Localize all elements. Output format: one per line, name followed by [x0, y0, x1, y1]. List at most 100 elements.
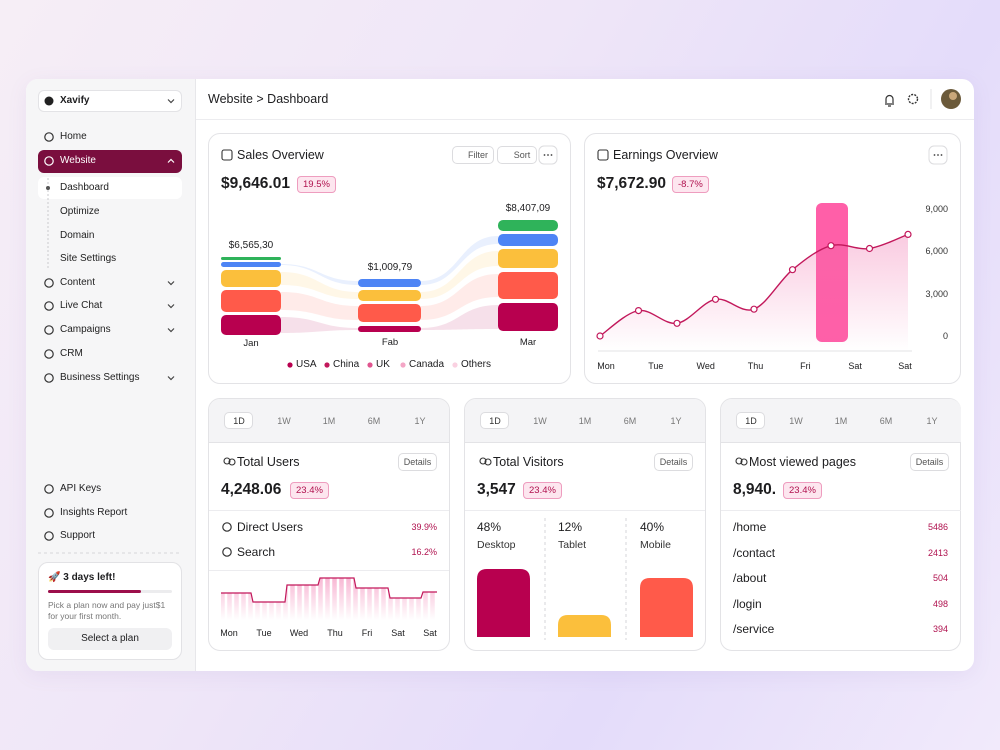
device-bar	[640, 578, 693, 637]
icon	[44, 278, 54, 288]
nav-item[interactable]: API Keys	[60, 483, 102, 494]
icon	[44, 484, 54, 494]
tab: 1D	[233, 416, 245, 426]
device-label: Tablet	[558, 539, 587, 551]
nav-item[interactable]: Domain	[60, 230, 95, 241]
x-tick-label: Sat	[423, 628, 437, 638]
bar-segment	[358, 290, 421, 301]
metric-label: Search	[237, 545, 276, 559]
bar-total: $8,407,09	[505, 203, 551, 214]
tab: 1M	[578, 416, 592, 426]
bar-segment	[498, 272, 558, 299]
bar-segment	[498, 220, 558, 231]
button[interactable]: Sort	[497, 146, 537, 164]
nav-item[interactable]: Campaigns	[60, 324, 111, 335]
title-icon	[479, 457, 487, 465]
chevron	[167, 328, 175, 333]
nav-sub-active[interactable]	[38, 177, 182, 199]
page-views: 498	[932, 599, 948, 609]
title-icon	[228, 458, 236, 466]
tab: 1W	[533, 416, 547, 426]
legend-swatch	[452, 362, 458, 368]
tab-active[interactable]	[224, 412, 253, 429]
nav-item[interactable]: Live Chat	[60, 300, 103, 311]
card-title: Earnings Overview	[613, 148, 718, 162]
point	[634, 307, 643, 315]
icon	[222, 547, 232, 557]
bar-label: Fab	[381, 337, 399, 348]
spark-line	[221, 577, 437, 603]
tab: 1D	[489, 416, 501, 426]
nav-item[interactable]: Dashboard	[60, 182, 109, 193]
icon	[44, 301, 54, 311]
nav-item[interactable]: CRM	[60, 348, 83, 359]
bar-segment	[498, 249, 558, 268]
nav-item[interactable]: Website	[60, 155, 96, 166]
dot	[937, 154, 939, 156]
nav-item[interactable]: Insights Report	[60, 507, 128, 518]
chevron	[167, 376, 175, 381]
flow-ribbon	[281, 264, 358, 285]
nav-item[interactable]: Site Settings	[60, 253, 117, 264]
bar-segment	[358, 304, 421, 322]
title-icon	[740, 458, 748, 466]
flow-ribbon	[281, 272, 358, 299]
icon	[44, 325, 54, 335]
bar-segment	[221, 270, 281, 287]
x-tick-label: Thu	[747, 361, 764, 371]
nav-item[interactable]: Support	[60, 530, 96, 541]
flow-ribbon	[421, 305, 498, 330]
chevron	[167, 158, 175, 163]
flow-ribbon	[421, 251, 498, 299]
page-views: 504	[932, 573, 948, 583]
tab: 1Y	[414, 416, 426, 426]
nav-item[interactable]: Home	[60, 131, 87, 142]
bar-segment	[221, 315, 281, 335]
tab: 6M	[879, 416, 893, 426]
tab-active[interactable]	[480, 412, 509, 429]
x-tick-label: Mon	[597, 361, 615, 371]
page-path: /about	[733, 571, 767, 585]
nav-item[interactable]: Optimize	[60, 206, 100, 217]
x-tick-label: Sat	[848, 361, 862, 371]
badge: 23.4%	[523, 482, 562, 499]
promo-title: 🚀 3 days left!	[48, 572, 116, 583]
bar-segment	[221, 290, 281, 312]
title-icon	[223, 457, 231, 465]
x-tick-label: Fri	[361, 628, 373, 638]
tab-active[interactable]	[736, 412, 765, 429]
bar-label: Jan	[243, 338, 259, 349]
promo-button[interactable]	[48, 628, 172, 650]
badge: 23.4%	[783, 482, 822, 499]
point	[596, 332, 604, 340]
x-tick-label: Tue	[256, 628, 272, 638]
icon	[44, 156, 54, 166]
details-button[interactable]: Details	[398, 453, 437, 471]
line-area	[600, 234, 908, 351]
legend-label: Others	[461, 359, 492, 370]
tab: 1Y	[670, 416, 682, 426]
bar-label: Mar	[519, 337, 537, 348]
dot	[543, 154, 546, 156]
badge: 19.5%	[297, 176, 336, 193]
details-button[interactable]: Details	[654, 453, 693, 471]
promo-progress	[48, 590, 141, 593]
device-share: 48%	[477, 520, 502, 534]
nav-item[interactable]: Content	[60, 277, 96, 288]
tab: 6M	[367, 416, 381, 426]
bar-segment	[498, 234, 558, 246]
point	[827, 242, 835, 250]
tab: 1M	[322, 416, 336, 426]
button[interactable]: Filter	[452, 146, 494, 164]
device-bar	[558, 615, 611, 637]
details-button[interactable]: Details	[910, 453, 949, 471]
nav-item[interactable]: Business Settings	[60, 372, 140, 383]
title-icon	[735, 457, 743, 465]
legend-label: USA	[296, 359, 317, 370]
workspace-select[interactable]	[38, 90, 182, 112]
header-divider	[196, 119, 974, 120]
point	[673, 319, 681, 327]
nav-active[interactable]	[38, 150, 182, 173]
settings-icon	[907, 93, 919, 105]
